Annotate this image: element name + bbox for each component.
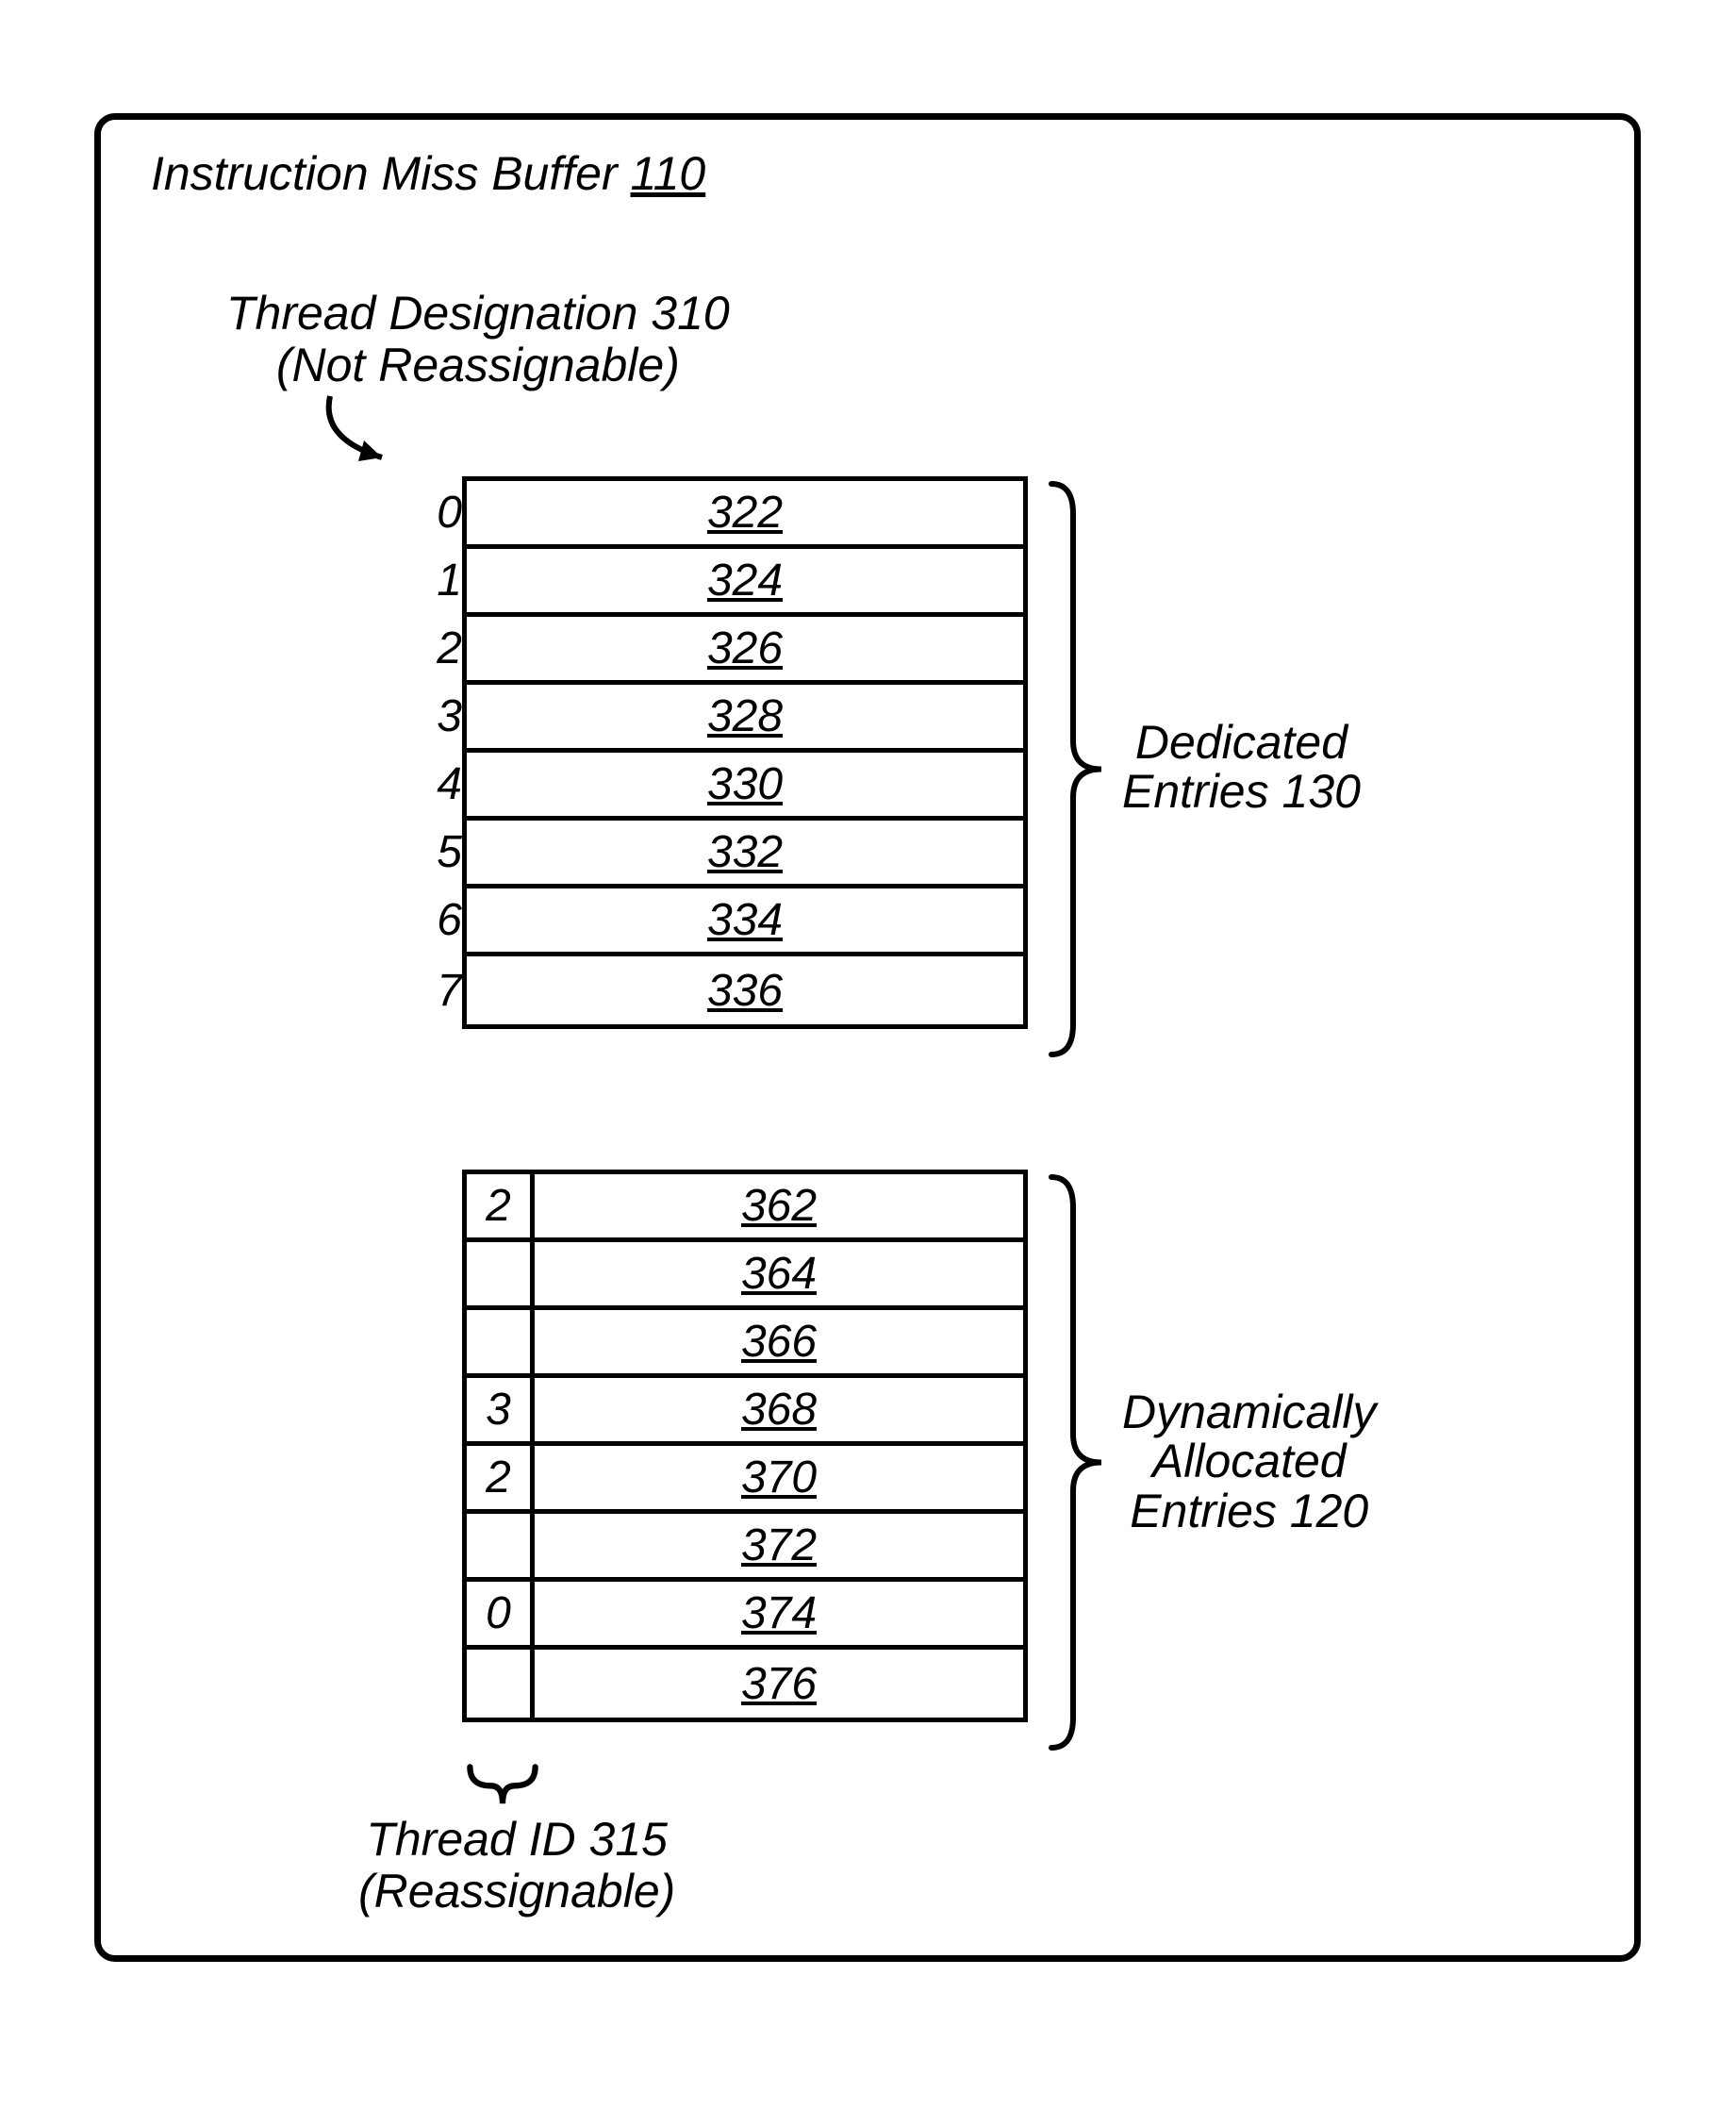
entry-ref: 326 <box>467 623 1023 674</box>
brace-dedicated <box>1047 476 1113 1062</box>
table-row: 0322 <box>467 481 1023 549</box>
entry-ref: 368 <box>535 1384 1023 1436</box>
title-ref: 110 <box>631 147 706 200</box>
entry-ref: 366 <box>535 1316 1023 1368</box>
entry-ref: 364 <box>535 1248 1023 1300</box>
thread-designation-line1: Thread Designation 310 <box>226 287 730 340</box>
table-row: 376 <box>467 1650 1023 1718</box>
table-row: 2362 <box>467 1174 1023 1242</box>
table-row: 6334 <box>467 888 1023 956</box>
thread-id-value <box>467 1242 535 1305</box>
brace-dynamic <box>1047 1170 1113 1755</box>
dedicated-entries-table: 03221324232633284330533263347336 <box>462 476 1028 1029</box>
dynamic-label-line3: Entries 120 <box>1130 1485 1368 1537</box>
dedicated-label-line1: Dedicated <box>1135 716 1347 769</box>
thread-id-value <box>467 1650 535 1718</box>
entry-ref: 332 <box>467 826 1023 878</box>
table-row: 4330 <box>467 753 1023 821</box>
thread-id-line2: (Reassignable) <box>358 1865 675 1917</box>
dynamic-entries-table: 2362364366336823703720374376 <box>462 1170 1028 1722</box>
dynamic-label-line2: Allocated <box>1152 1435 1347 1487</box>
arrow-to-designation <box>311 391 424 476</box>
entry-ref: 334 <box>467 894 1023 946</box>
page: Instruction Miss Buffer 110 Thread Desig… <box>0 0 1736 2125</box>
table-row: 5332 <box>467 821 1023 888</box>
thread-id-value <box>467 1514 535 1577</box>
table-row: 0374 <box>467 1582 1023 1650</box>
dedicated-label-line2: Entries 130 <box>1122 765 1361 818</box>
entry-ref: 324 <box>467 555 1023 606</box>
dynamic-label-line1: Dynamically <box>1122 1386 1377 1438</box>
entry-ref: 328 <box>467 690 1023 742</box>
table-row: 366 <box>467 1310 1023 1378</box>
thread-designation-value: 3 <box>415 690 462 742</box>
thread-id-value: 2 <box>467 1174 535 1237</box>
table-row: 3368 <box>467 1378 1023 1446</box>
dedicated-entries-label: Dedicated Entries 130 <box>1122 718 1361 817</box>
thread-id-value: 2 <box>467 1446 535 1509</box>
table-row: 364 <box>467 1242 1023 1310</box>
dynamic-entries-label: Dynamically Allocated Entries 120 <box>1122 1387 1377 1536</box>
thread-designation-value: 5 <box>415 826 462 878</box>
thread-designation-line2: (Not Reassignable) <box>276 339 680 391</box>
entry-ref: 370 <box>535 1452 1023 1503</box>
thread-id-value: 0 <box>467 1582 535 1645</box>
thread-designation-label: Thread Designation 310 (Not Reassignable… <box>226 288 730 391</box>
table-row: 372 <box>467 1514 1023 1582</box>
diagram-title: Instruction Miss Buffer 110 <box>151 146 705 201</box>
thread-designation-value: 0 <box>415 487 462 539</box>
table-row: 1324 <box>467 549 1023 617</box>
table-row: 7336 <box>467 956 1023 1024</box>
entry-ref: 336 <box>467 965 1023 1017</box>
brace-thread-id <box>462 1761 543 1818</box>
entry-ref: 330 <box>467 758 1023 810</box>
entry-ref: 322 <box>467 487 1023 539</box>
table-row: 3328 <box>467 685 1023 753</box>
entry-ref: 376 <box>535 1658 1023 1710</box>
thread-id-label: Thread ID 315 (Reassignable) <box>358 1814 675 1917</box>
entry-ref: 372 <box>535 1519 1023 1571</box>
thread-id-value <box>467 1310 535 1373</box>
thread-designation-value: 6 <box>415 894 462 946</box>
thread-designation-value: 4 <box>415 758 462 810</box>
thread-designation-value: 2 <box>415 623 462 674</box>
thread-designation-value: 7 <box>415 965 462 1017</box>
table-row: 2370 <box>467 1446 1023 1514</box>
entry-ref: 362 <box>535 1180 1023 1232</box>
entry-ref: 374 <box>535 1587 1023 1639</box>
thread-id-line1: Thread ID 315 <box>366 1813 668 1866</box>
thread-id-value: 3 <box>467 1378 535 1441</box>
table-row: 2326 <box>467 617 1023 685</box>
title-text: Instruction Miss Buffer <box>151 147 631 200</box>
thread-designation-value: 1 <box>415 555 462 606</box>
